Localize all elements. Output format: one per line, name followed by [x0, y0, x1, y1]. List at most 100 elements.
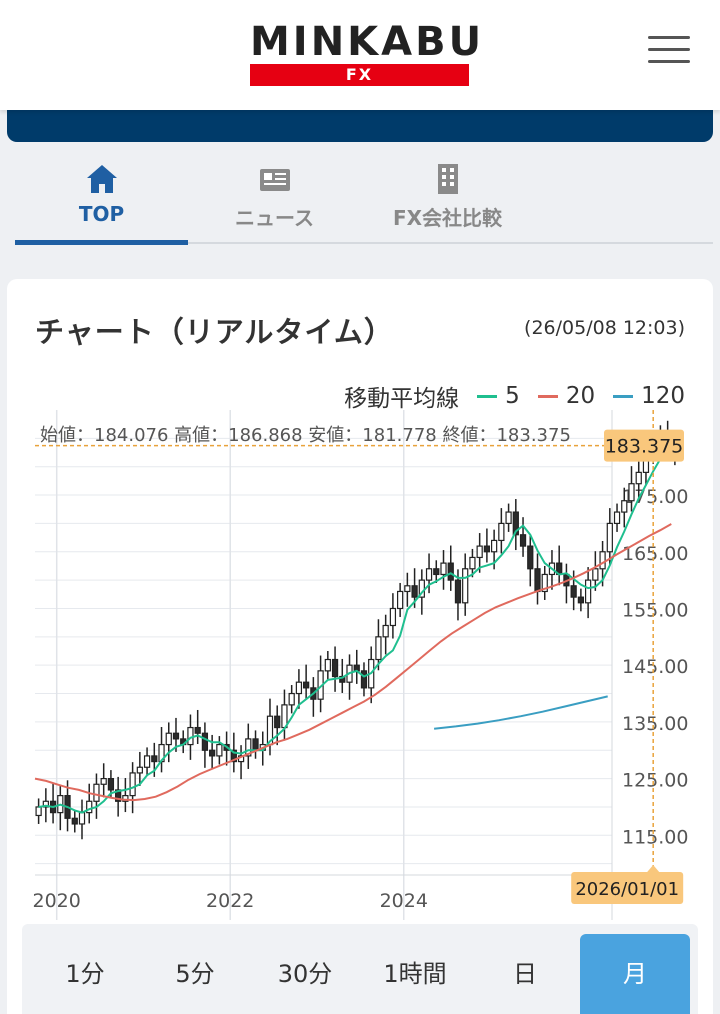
candle-body — [122, 795, 129, 802]
legend-item-ma20: 20 — [537, 383, 596, 409]
candle-body — [324, 658, 331, 672]
tab-news-label: ニュース — [235, 206, 314, 230]
legend-item-ma5: 5 — [477, 383, 520, 409]
candle-body — [440, 562, 447, 576]
candle-body — [172, 732, 180, 740]
legend-swatch-ma120 — [613, 394, 634, 398]
main-tabs: TOP ニュース FX会社比較 — [15, 150, 713, 245]
candle-body — [628, 483, 635, 502]
candle-body — [187, 726, 194, 746]
y-tick-label: 145.00 — [622, 656, 688, 678]
candle-body — [483, 545, 491, 553]
price-chart[interactable]: 175.00165.00155.00145.00135.00125.00115.… — [0, 0, 720, 924]
candle-body — [476, 545, 483, 559]
period-1hour-button[interactable]: 1時間 — [383, 960, 447, 988]
minkabu-fx-logo[interactable]: MINKABU FX — [250, 22, 481, 86]
candle-body — [490, 539, 498, 553]
y-tick-label: 155.00 — [622, 599, 688, 621]
candle-body — [35, 806, 42, 817]
period-5min-button[interactable]: 5分 — [175, 960, 215, 988]
candle-body — [165, 732, 172, 746]
candle-body — [469, 556, 476, 570]
candle-body — [107, 777, 115, 791]
candle-body — [303, 681, 310, 689]
candle-body — [534, 568, 541, 593]
candle-body — [331, 658, 339, 678]
tabs-divider — [15, 242, 713, 244]
building-icon — [437, 164, 458, 194]
tab-fx-compare[interactable]: FX会社比較 — [361, 150, 534, 245]
candle-body — [201, 732, 209, 751]
period-selector: 1分 5分 30分 1時間 日 月 — [22, 924, 698, 1014]
news-icon — [259, 169, 290, 191]
candle-body — [433, 568, 440, 576]
candle-body — [396, 590, 404, 610]
y-tick-label: 165.00 — [622, 543, 688, 565]
period-month-button[interactable]: 月 — [580, 934, 690, 1014]
ma5-line — [38, 444, 676, 814]
candle-body — [252, 738, 259, 751]
candle-body — [498, 522, 505, 542]
tab-fx-compare-label: FX会社比較 — [392, 206, 503, 230]
candle-body — [447, 562, 454, 581]
tab-news[interactable]: ニュース — [188, 150, 361, 245]
tab-top[interactable]: TOP — [15, 150, 188, 245]
candle-body — [389, 607, 397, 627]
candle-body — [584, 579, 592, 604]
y-tick-label: 115.00 — [622, 826, 688, 848]
legend-swatch-ma20 — [537, 394, 558, 398]
period-1min-button[interactable]: 1分 — [65, 960, 105, 988]
y-tick-label: 135.00 — [622, 713, 688, 735]
moving-average-legend: 移動平均線 5 20 120 — [344, 379, 685, 413]
candle-body — [512, 511, 519, 536]
crosshair-date-pointer — [647, 865, 660, 872]
candle-body — [541, 573, 548, 593]
candle-body — [93, 783, 100, 802]
crosshair-date-badge — [571, 872, 684, 904]
period-30min-button[interactable]: 30分 — [277, 960, 333, 988]
legend-swatch-ma5 — [477, 394, 498, 398]
hamburger-menu-icon[interactable] — [648, 36, 690, 68]
ma120-line — [433, 695, 608, 730]
candle-body — [129, 772, 136, 797]
candle-body — [621, 500, 628, 513]
candle-body — [505, 511, 512, 525]
candle-body — [592, 568, 599, 581]
candle-body — [71, 817, 78, 825]
candle-body — [274, 715, 281, 729]
candle-body — [425, 568, 433, 581]
candle-body — [216, 743, 223, 757]
current-price-badge — [604, 429, 684, 462]
candle-body — [527, 545, 534, 570]
candle-body — [454, 579, 462, 604]
candle-body — [194, 726, 201, 734]
candle-body — [411, 585, 418, 598]
candle-body — [78, 812, 86, 825]
ohlc-readout: 始値：184.076 高値：186.868 安値：181.778 終値：183.… — [40, 425, 571, 446]
crosshair-date-label: 2026/01/01 — [575, 879, 679, 900]
candle-body — [295, 681, 303, 695]
candle-body — [360, 670, 368, 689]
current-price-label: 183.375 — [605, 436, 684, 458]
candle-body — [151, 755, 158, 763]
legend-text-ma5: 5 — [505, 383, 520, 409]
candle-body — [519, 534, 527, 547]
candle-body — [143, 755, 151, 768]
candle-body — [613, 511, 621, 525]
legend-text-ma20: 20 — [565, 383, 596, 409]
candle-body — [136, 766, 143, 774]
candle-body — [462, 568, 469, 604]
legend-item-ma120: 120 — [613, 383, 685, 409]
home-icon — [86, 165, 117, 193]
chart-title: チャート（リアルタイム） — [35, 315, 394, 349]
candle-body — [100, 777, 107, 785]
candle-body — [209, 749, 216, 757]
logo-sub-text: FX — [250, 64, 469, 86]
site-header: MINKABU FX — [0, 0, 720, 110]
legend-text-ma120: 120 — [641, 383, 685, 409]
x-tick-label: 2020 — [33, 890, 81, 912]
candle-body — [404, 585, 411, 593]
period-day-button[interactable]: 日 — [513, 960, 537, 988]
candle-body — [570, 585, 577, 598]
active-tab-indicator — [15, 240, 188, 245]
